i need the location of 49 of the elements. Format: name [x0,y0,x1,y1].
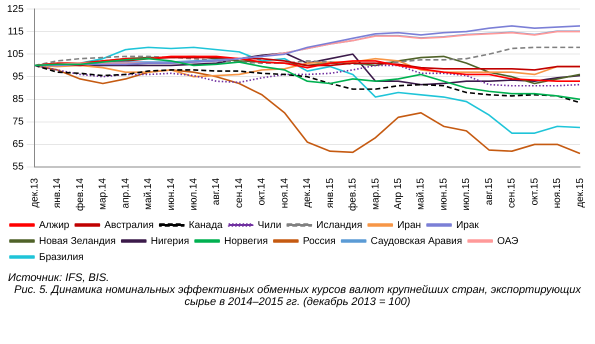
legend-label: Россия [302,236,336,247]
x-tick-label: янв.14 [52,178,64,208]
x-tick-label: янв.15 [324,178,336,208]
x-tick-label: окт.15 [529,178,540,206]
y-tick-label: 115 [8,26,24,38]
x-tick-label: мар.14 [98,178,109,210]
x-tick-label: Апр 15 [392,178,404,210]
legend-label: ОАЭ [497,236,518,247]
x-tick-label: май.15 [416,178,427,210]
x-tick-label: сен.15 [506,178,518,208]
x-tick-label: окт.14 [256,178,268,206]
y-tick-label: 85 [12,94,24,106]
x-tick-label: июл.15 [461,178,472,211]
legend-label: Ирак [456,220,480,231]
y-tick-label: 105 [6,48,24,60]
x-tick-label: ноя.14 [279,178,290,208]
legend-label: Бразилия [39,252,84,263]
legend-label: Саудовская Аравия [370,236,462,247]
text: Источник: IFS, BIS. [7,272,110,284]
legend-label: Новая Зеландия [39,236,116,247]
x-tick-label: май.14 [143,178,154,210]
x-tick-label: июн.15 [438,178,450,211]
y-tick-label: 75 [12,116,24,128]
x-tick-label: ноя.15 [552,178,564,208]
legend-label: Алжир [39,220,70,231]
legend-label: Норвегия [224,236,268,247]
x-tick-label: дек.15 [574,178,586,208]
y-tick-label: 65 [12,139,24,150]
y-tick-label: 125 [6,4,24,15]
x-tick-label: июн.14 [166,178,177,211]
legend-label: Нигерия [150,236,190,247]
x-tick-label: фев.14 [74,178,86,212]
y-tick-label: 55 [12,162,24,173]
x-tick-label: апр.14 [120,178,132,208]
x-tick-label: дек.13 [29,178,40,208]
x-tick-label: дек.14 [302,178,314,208]
y-tick-label: 95 [12,71,24,82]
x-tick-label: авг.14 [211,178,222,206]
legend-label: Австралия [104,220,154,231]
x-tick-label: фев.15 [348,178,359,212]
x-tick-label: авг.15 [484,178,495,206]
legend-label: Исландия [316,220,362,231]
x-tick-label: мар.15 [370,178,382,210]
x-tick-label: июл.14 [188,178,200,211]
x-tick-label: сен.14 [234,178,245,208]
legend-label: Иран [397,220,422,231]
text: Рис. 5. Динамика номинальных эффективных обменных курсов валют крупнейших стран, экспортирующих сырье в 2014–2015 гг. (декабрь 2013 = 100) [13,284,582,308]
legend-label: Канада [188,220,224,231]
legend-label: Чили [258,220,282,231]
